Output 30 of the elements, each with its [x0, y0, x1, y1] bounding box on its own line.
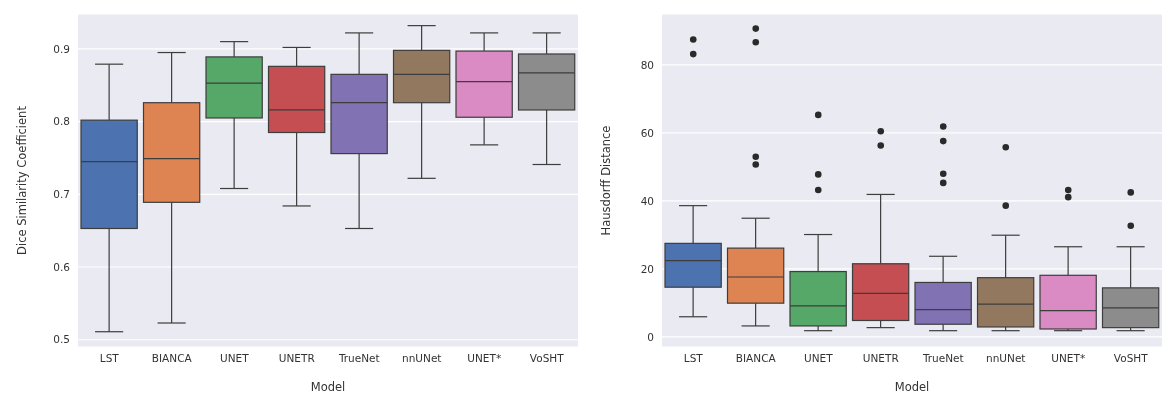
x-tick-label: UNETR — [862, 352, 899, 365]
y-tick-label: 0.8 — [53, 115, 70, 128]
x-tick-label: TrueNet — [337, 352, 380, 365]
y-tick-label: 0.9 — [53, 42, 70, 55]
x-tick-label: nnUNet — [986, 352, 1026, 365]
x-tick-label: BIANCA — [151, 352, 193, 365]
y-tick-label: 0.7 — [53, 188, 70, 201]
x-tick-label: TrueNet — [921, 352, 964, 365]
y-tick-label: 0.6 — [53, 260, 71, 273]
x-tick-label: UNET — [219, 352, 250, 365]
x-tick-label: LST — [683, 352, 704, 365]
y-tick-label: 0 — [647, 330, 654, 343]
x-tick-label: nnUNet — [402, 352, 442, 365]
x-tick-label: VoSHT — [529, 352, 565, 365]
x-tick-label: UNETR — [278, 352, 315, 365]
y-tick-label: 60 — [640, 126, 654, 139]
y-tick-label: 0.5 — [53, 333, 70, 346]
y-tick-label: 80 — [640, 58, 654, 71]
x-axis-title: Model — [894, 380, 930, 394]
x-tick-label: UNET — [803, 352, 834, 365]
y-axis-title: Dice Similarity Coefficient — [15, 105, 30, 255]
x-tick-label: VoSHT — [1113, 352, 1149, 365]
x-axis-title: Model — [310, 380, 346, 394]
x-tick-label: BIANCA — [735, 352, 777, 365]
y-tick-label: 20 — [640, 262, 654, 275]
x-tick-label: UNET* — [467, 352, 502, 365]
x-tick-label: LST — [99, 352, 120, 365]
x-tick-label: UNET* — [1051, 352, 1086, 365]
y-axis-title: Hausdorff Distance — [599, 125, 614, 236]
y-tick-label: 40 — [640, 194, 654, 207]
